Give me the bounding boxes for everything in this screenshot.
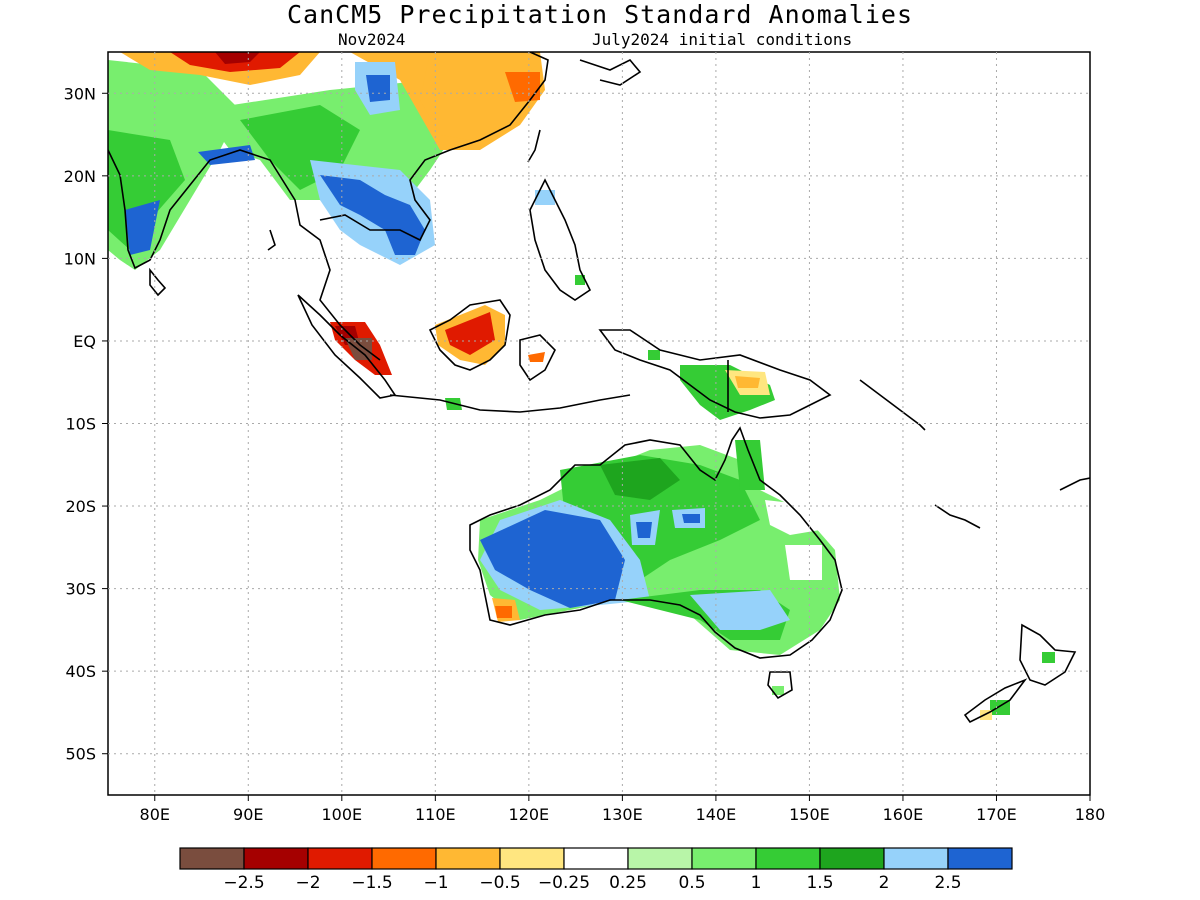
colorbar-label: −1: [423, 873, 448, 893]
colorbar-swatch: [371, 847, 437, 870]
colorbar-swatch: [883, 847, 949, 870]
colorbar-swatch: [947, 847, 1013, 870]
colorbar-label: 1.5: [806, 873, 833, 893]
lat-tick-label: 30N: [64, 84, 96, 103]
colorbar-swatch: [563, 847, 629, 870]
colorbar-label: −1.5: [351, 873, 392, 893]
lon-tick-label: 120E: [509, 805, 550, 824]
colorbar-label: 2.5: [934, 873, 961, 893]
valid-month-label: Nov2024: [338, 30, 406, 49]
colorbar-swatch: [819, 847, 885, 870]
lat-tick-label: 10S: [65, 415, 96, 434]
colorbar-swatch: [435, 847, 501, 870]
anomaly-field: [108, 52, 1055, 720]
lat-tick-label: 30S: [65, 580, 96, 599]
colorbar-swatch: [691, 847, 757, 870]
lat-tick-label: 40S: [65, 662, 96, 681]
initial-conditions-label: July2024 initial conditions: [592, 30, 853, 49]
colorbar-swatch: [179, 847, 245, 870]
lon-tick-label: 150E: [789, 805, 830, 824]
gridlines: [108, 52, 1090, 795]
colorbar-label: −0.5: [479, 873, 520, 893]
lon-tick-label: 90E: [233, 805, 263, 824]
colorbar-label: −2.5: [223, 873, 264, 893]
lon-tick-label: 130E: [602, 805, 643, 824]
lon-tick-label: 100E: [321, 805, 362, 824]
lon-tick-label: 170E: [976, 805, 1017, 824]
colorbar-label: 0.25: [609, 873, 647, 893]
anomaly-region-new-zealand: [1042, 652, 1055, 663]
lon-tick-label: 160E: [883, 805, 924, 824]
lon-tick-label: 140E: [696, 805, 737, 824]
lon-tick-label: 80E: [140, 805, 170, 824]
lat-tick-label: 10N: [64, 249, 96, 268]
colorbar-swatch: [627, 847, 693, 870]
colorbar-swatch: [307, 847, 373, 870]
lat-tick-label: EQ: [73, 332, 96, 351]
colorbar-swatch: [755, 847, 821, 870]
lon-tick-label: 110E: [415, 805, 456, 824]
lat-tick-label: 20S: [65, 497, 96, 516]
map-title: CanCM5 Precipitation Standard Anomalies: [287, 0, 913, 29]
colorbar-label: 2: [879, 873, 890, 893]
colorbar-swatch: [499, 847, 565, 870]
lat-tick-label: 50S: [65, 745, 96, 764]
colorbar-swatch: [243, 847, 309, 870]
colorbar-label: −2: [295, 873, 320, 893]
colorbar-label: 0.5: [678, 873, 705, 893]
lon-tick-label: 180: [1075, 805, 1106, 824]
colorbar-label: −0.25: [538, 873, 590, 893]
colorbar: −2.5 −2 −1.5 −1 −0.5 −0.25 0.25 0.5 1 1.5 2 2.5: [179, 847, 1013, 893]
colorbar-label: 1: [751, 873, 762, 893]
lat-tick-label: 20N: [64, 167, 96, 186]
coastlines: [108, 52, 1090, 724]
axis-ticks: 80E 90E 100E 110E 120E 130E 140E 150E 160E 170E 18…: [64, 84, 1106, 824]
